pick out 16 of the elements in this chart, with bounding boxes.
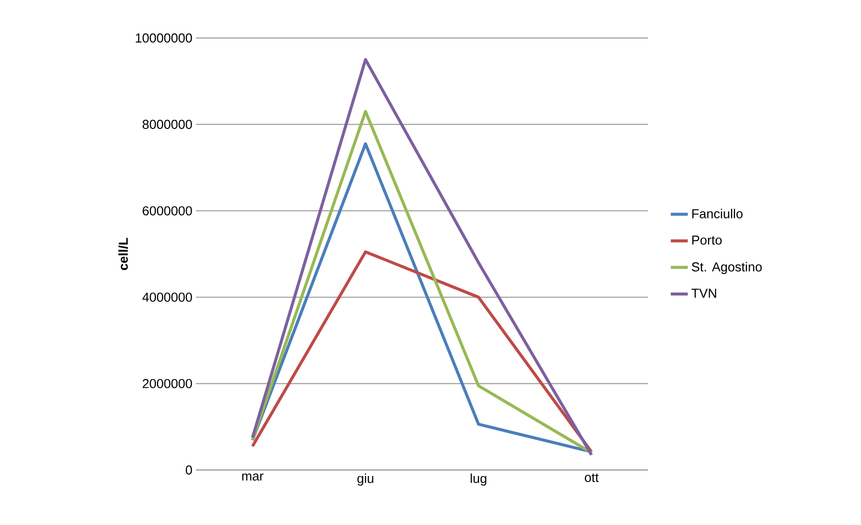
x-tick-label: mar bbox=[242, 474, 264, 481]
x-tick-label: giu bbox=[357, 474, 374, 486]
x-tick-label: ott bbox=[584, 474, 599, 482]
legend-label: Porto bbox=[692, 236, 722, 245]
legend-label: TVN bbox=[692, 288, 716, 298]
y-tick-label: 2000000 bbox=[142, 379, 192, 388]
y-tick-label: 0 bbox=[186, 465, 192, 475]
y-tick-label: 6000000 bbox=[142, 206, 192, 216]
y-tick-label: 8000000 bbox=[142, 120, 192, 129]
x-tick-label: lug bbox=[470, 474, 486, 486]
y-tick-label: 4000000 bbox=[142, 292, 192, 302]
y-axis-title: cell/L bbox=[118, 238, 128, 270]
legend-label: Fanciullo bbox=[692, 208, 743, 218]
legend-label: St. Agostino bbox=[692, 262, 762, 274]
y-tick-label: 10000000 bbox=[136, 33, 192, 43]
line-series bbox=[251, 250, 593, 454]
